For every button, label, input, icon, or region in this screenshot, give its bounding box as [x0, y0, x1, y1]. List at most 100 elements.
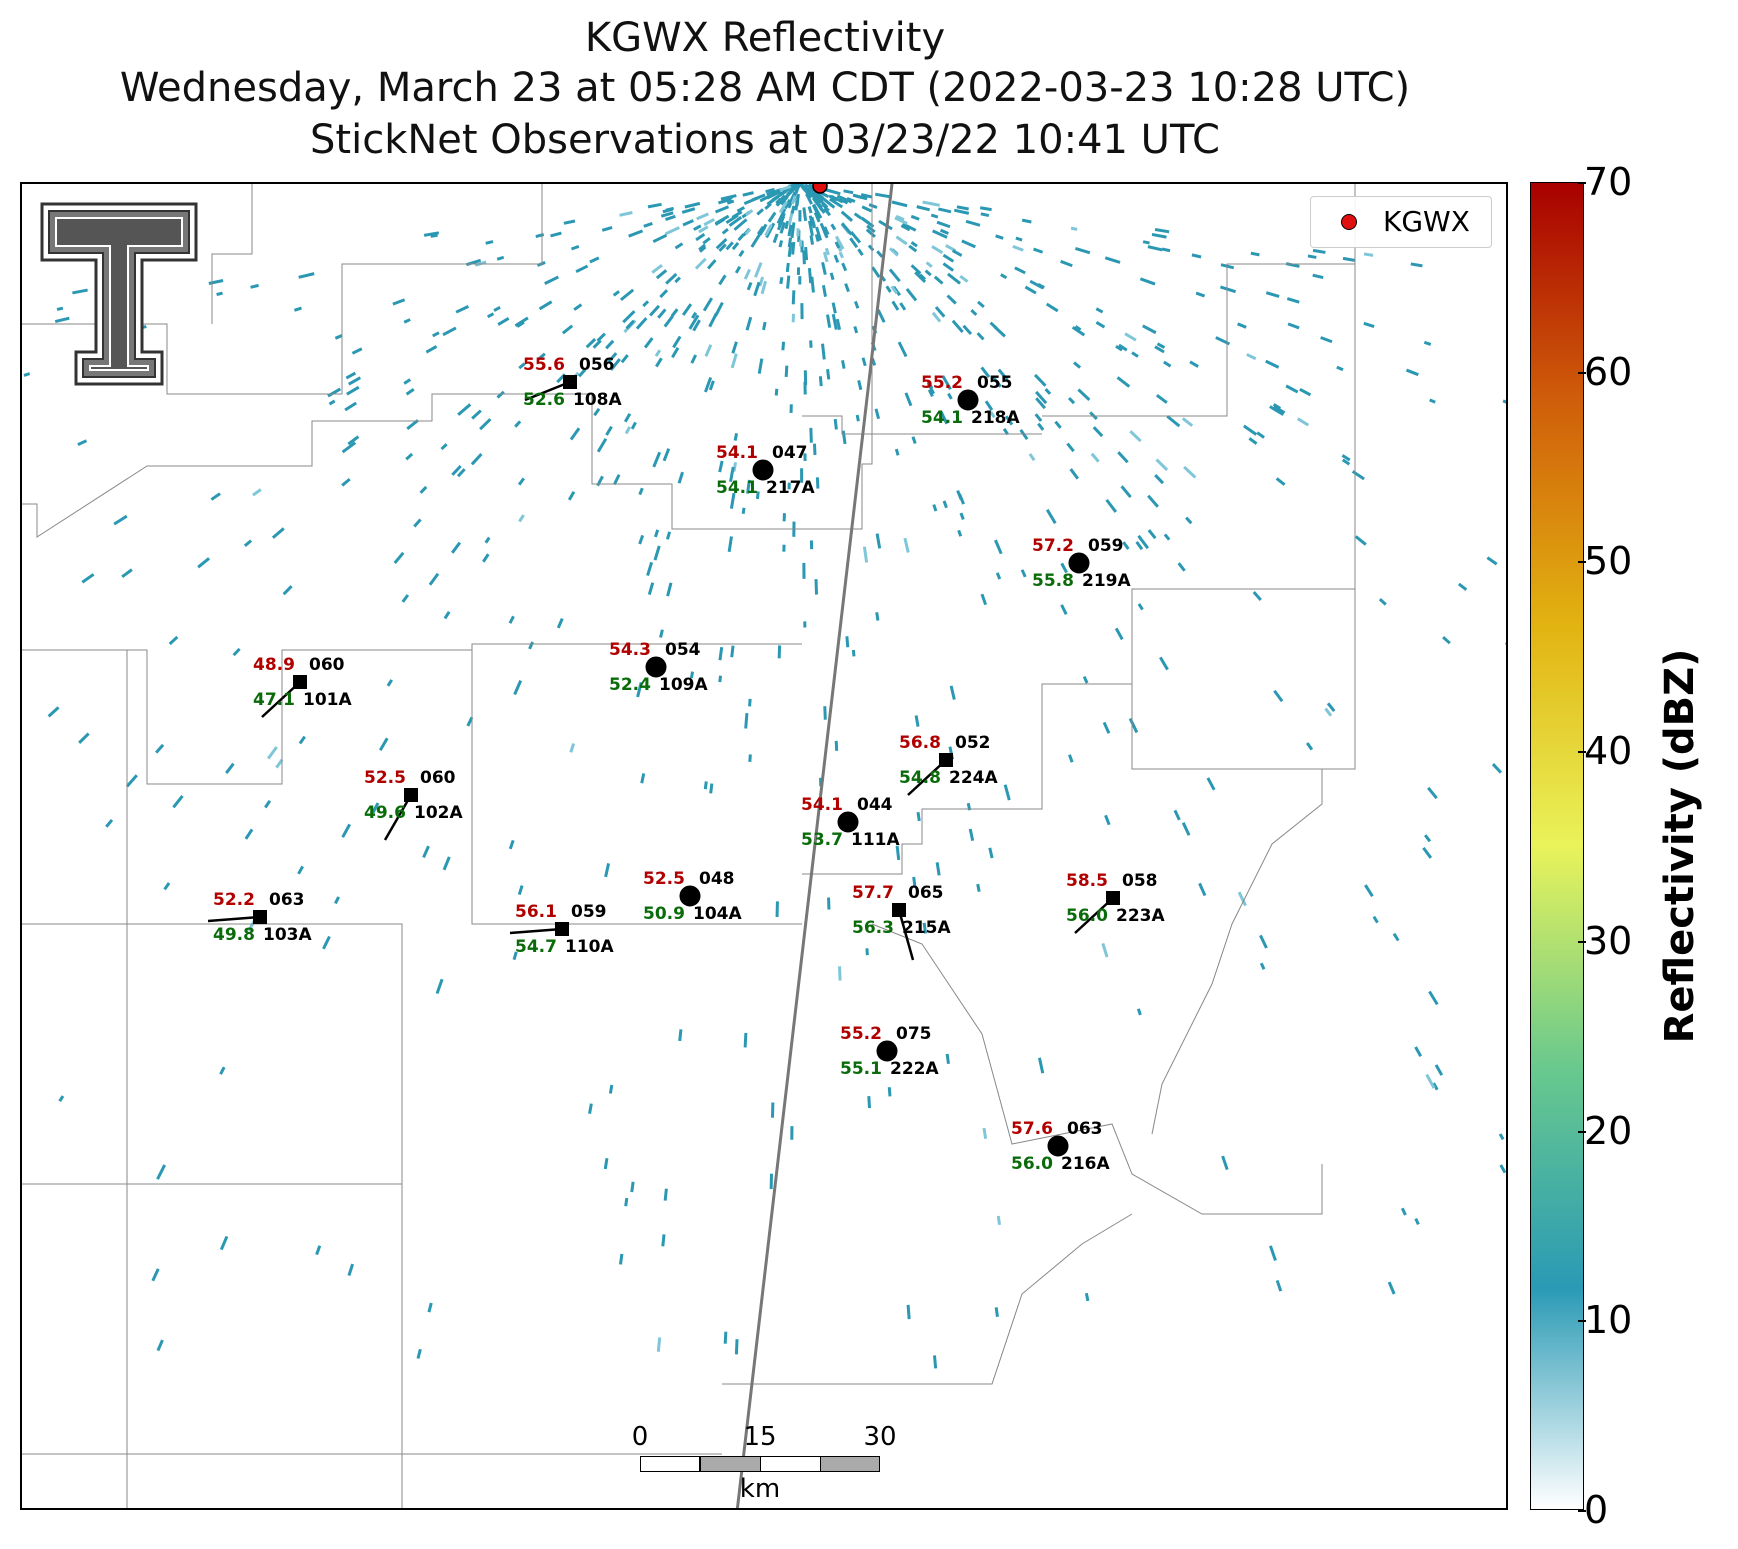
station-102A[interactable]: 52.5 060 49.6 102A — [364, 768, 463, 841]
echo-pixel — [659, 629, 664, 638]
echo-pixel — [666, 582, 673, 597]
echo-pixel — [681, 303, 693, 316]
echo-pixel — [1363, 321, 1375, 328]
echo-pixel — [743, 196, 760, 206]
echo-pixel — [718, 646, 724, 661]
echo-pixel — [890, 285, 898, 295]
echo-pixel — [485, 240, 494, 245]
echo-pixel — [932, 504, 938, 512]
echo-pixel — [1012, 244, 1024, 252]
echo-pixel — [932, 229, 948, 239]
station-216A[interactable]: 57.6 063 56.0 216A — [1011, 1119, 1110, 1174]
station-217A[interactable]: 54.1 047 54.1 217A — [716, 443, 815, 498]
echo-pixel — [671, 346, 680, 359]
echo-pixel — [1003, 784, 1011, 801]
echo-pixel — [1124, 332, 1137, 342]
echo-pixel — [1354, 535, 1367, 546]
station-id: 102A — [414, 803, 463, 823]
echo-pixel — [1287, 322, 1300, 330]
echo-pixel — [910, 264, 922, 275]
echo-pixel — [423, 231, 440, 237]
map-panel[interactable]: 55.6 056 52.6 108A 55.2 055 54.1 218A 54.1 047 54.… — [20, 182, 1508, 1510]
echo-pixel — [1104, 256, 1121, 264]
echo-pixel — [831, 302, 837, 314]
station-103A[interactable]: 52.2 063 49.8 103A — [207, 890, 312, 945]
echo-pixel — [678, 1029, 683, 1042]
station-111A[interactable]: 54.1 044 53.7 111A — [801, 795, 900, 850]
echo-pixel — [216, 291, 223, 297]
station-dewpoint: 55.8 — [1032, 571, 1074, 591]
echo-pixel — [1504, 642, 1506, 645]
echo-pixel — [638, 534, 645, 545]
station-222A[interactable]: 55.2 075 55.1 222A — [840, 1024, 939, 1079]
echo-pixel — [1000, 273, 1008, 280]
echo-pixel — [619, 288, 635, 302]
echo-pixel — [911, 436, 917, 445]
station-pressure: 059 — [571, 902, 607, 922]
station-109A[interactable]: 54.3 054 52.4 109A — [609, 640, 708, 695]
station-104A[interactable]: 52.5 048 50.9 104A — [643, 869, 742, 924]
station-215A[interactable]: 57.7 065 56.3 215A — [852, 883, 951, 961]
echo-pixel — [745, 316, 753, 331]
echo-pixel — [939, 228, 949, 235]
echo-pixel — [939, 411, 949, 425]
echo-pixel — [772, 233, 779, 244]
station-223A[interactable]: 58.5 058 56.0 223A — [1066, 871, 1165, 934]
echo-pixel — [659, 289, 669, 299]
station-101A[interactable]: 48.9 060 47.1 101A — [253, 655, 352, 718]
echo-pixel — [821, 285, 827, 297]
echo-pixel — [443, 611, 451, 620]
station-temperature: 58.5 — [1066, 871, 1108, 891]
echo-pixel — [569, 427, 581, 441]
echo-pixel — [54, 316, 70, 323]
echo-pixel — [910, 214, 920, 221]
echo-pixel — [470, 452, 483, 466]
echo-pixel — [1275, 1279, 1283, 1292]
echo-pixel — [406, 419, 419, 431]
echo-pixel — [1142, 324, 1157, 335]
station-108A[interactable]: 55.6 056 52.6 108A — [523, 355, 622, 410]
echo-pixel — [840, 222, 853, 236]
station-pressure: 063 — [269, 890, 305, 910]
station-temperature: 55.2 — [921, 373, 963, 393]
station-square-marker — [555, 922, 569, 936]
echo-pixel — [836, 194, 853, 204]
echo-pixel — [425, 345, 438, 354]
echo-pixel — [346, 385, 360, 396]
echo-pixel — [293, 306, 302, 312]
station-219A[interactable]: 57.2 059 55.8 219A — [1032, 536, 1131, 591]
echo-pixel — [1090, 452, 1100, 463]
station-224A[interactable]: 56.8 052 54.8 224A — [899, 733, 998, 796]
echo-pixel — [298, 272, 315, 279]
echo-pixel — [1434, 1064, 1444, 1076]
station-110A[interactable]: 56.1 059 54.7 110A — [509, 902, 614, 957]
echo-pixel — [1045, 302, 1059, 313]
echo-pixel — [895, 845, 901, 861]
echo-pixel — [1015, 236, 1023, 242]
station-pressure: 060 — [309, 655, 345, 675]
echo-pixel — [517, 885, 524, 896]
echo-pixel — [593, 407, 601, 417]
echo-pixel — [756, 208, 764, 216]
echo-pixel — [125, 774, 138, 788]
echo-pixel — [466, 716, 474, 727]
station-218A[interactable]: 55.2 055 54.1 218A — [921, 373, 1020, 428]
echo-pixel — [802, 250, 806, 265]
echo-pixel — [1074, 325, 1082, 331]
station-square-marker — [939, 753, 953, 767]
map-subtitle-time: Wednesday, March 23 at 05:28 AM CDT (202… — [119, 65, 1411, 111]
echo-pixel — [351, 347, 363, 355]
echo-pixel — [959, 512, 965, 520]
echo-pixel — [419, 485, 428, 494]
echo-pixel — [1033, 373, 1047, 387]
echo-pixel — [405, 452, 414, 461]
echo-pixel — [601, 225, 613, 232]
echo-pixel — [728, 215, 743, 227]
echo-pixel — [867, 244, 875, 252]
echo-pixel — [895, 214, 905, 221]
echo-pixel — [538, 300, 553, 311]
echo-pixel — [691, 311, 698, 319]
station-dewpoint: 56.3 — [852, 918, 894, 938]
echo-pixel — [945, 1053, 950, 1065]
echo-pixel — [831, 313, 838, 330]
